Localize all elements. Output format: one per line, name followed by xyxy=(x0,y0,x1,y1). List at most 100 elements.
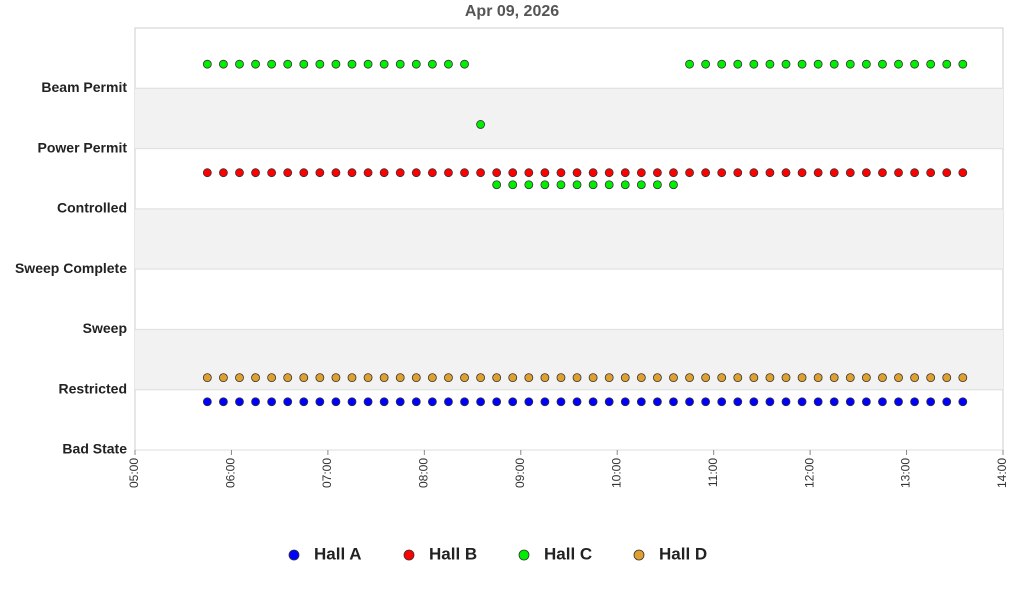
point xyxy=(620,168,630,178)
point xyxy=(267,373,277,383)
point xyxy=(653,180,662,190)
point xyxy=(861,59,871,69)
point xyxy=(315,59,325,69)
point xyxy=(395,397,405,407)
point xyxy=(669,373,678,383)
point xyxy=(861,373,871,383)
point xyxy=(315,397,325,407)
point xyxy=(379,373,389,383)
point xyxy=(894,373,903,383)
point xyxy=(219,59,228,69)
legend-marker xyxy=(403,549,415,561)
point xyxy=(363,397,373,407)
point xyxy=(942,168,952,178)
point xyxy=(636,168,646,178)
point xyxy=(363,168,373,178)
point xyxy=(411,373,421,383)
legend-marker xyxy=(633,549,645,561)
point xyxy=(572,168,582,178)
point xyxy=(765,59,775,69)
point xyxy=(219,397,228,407)
point xyxy=(781,168,791,178)
point xyxy=(749,373,759,383)
point xyxy=(363,373,373,383)
point xyxy=(219,373,228,383)
y-tick-label: Power Permit xyxy=(38,139,128,155)
x-tick-label: 08:00 xyxy=(417,458,431,488)
point xyxy=(347,397,357,407)
point xyxy=(202,59,212,69)
point xyxy=(572,180,582,190)
point xyxy=(620,180,630,190)
point xyxy=(636,397,646,407)
point xyxy=(685,373,694,383)
point xyxy=(460,59,469,69)
point xyxy=(540,373,550,383)
legend-label: Hall B xyxy=(429,544,477,563)
point xyxy=(604,373,614,383)
point xyxy=(829,373,839,383)
x-tick-label: 11:00 xyxy=(706,458,720,487)
point xyxy=(331,397,341,407)
point xyxy=(283,373,293,383)
x-tick-label: 05:00 xyxy=(127,458,141,488)
point xyxy=(604,397,614,407)
point xyxy=(427,373,437,383)
legend-marker xyxy=(288,549,300,561)
point xyxy=(251,373,260,383)
point xyxy=(235,59,244,69)
point xyxy=(894,397,903,407)
point xyxy=(363,59,373,69)
point xyxy=(765,373,775,383)
point xyxy=(878,397,887,407)
point xyxy=(797,168,807,178)
point xyxy=(492,180,502,190)
point xyxy=(588,373,598,383)
x-tick-label: 06:00 xyxy=(224,458,238,488)
point xyxy=(942,373,952,383)
point xyxy=(894,168,903,178)
point xyxy=(556,180,566,190)
point xyxy=(733,59,743,69)
point xyxy=(556,373,566,383)
point xyxy=(701,373,711,383)
point xyxy=(524,168,534,178)
point xyxy=(765,397,775,407)
point xyxy=(958,397,968,407)
point xyxy=(379,397,389,407)
x-tick-label: 10:00 xyxy=(609,458,623,488)
point xyxy=(299,168,309,178)
y-tick-label: Sweep Complete xyxy=(15,260,127,276)
point xyxy=(942,397,952,407)
point xyxy=(813,168,823,178)
point xyxy=(829,397,839,407)
point xyxy=(492,168,502,178)
point xyxy=(620,397,630,407)
point xyxy=(813,397,823,407)
point xyxy=(669,168,678,178)
point xyxy=(813,373,823,383)
y-tick-label: Bad State xyxy=(62,441,127,457)
point xyxy=(315,168,325,178)
point xyxy=(476,373,485,383)
point xyxy=(813,59,823,69)
band xyxy=(135,329,1003,390)
point xyxy=(395,373,405,383)
point xyxy=(829,59,839,69)
point xyxy=(845,373,855,383)
point xyxy=(411,59,421,69)
point xyxy=(444,59,453,69)
point xyxy=(508,168,518,178)
point xyxy=(492,373,502,383)
chart-title: Apr 09, 2026 xyxy=(465,3,559,20)
point xyxy=(556,397,566,407)
point xyxy=(942,59,952,69)
point xyxy=(299,397,309,407)
point xyxy=(331,168,341,178)
point xyxy=(202,373,212,383)
point xyxy=(797,373,807,383)
point xyxy=(861,168,871,178)
point xyxy=(427,397,437,407)
